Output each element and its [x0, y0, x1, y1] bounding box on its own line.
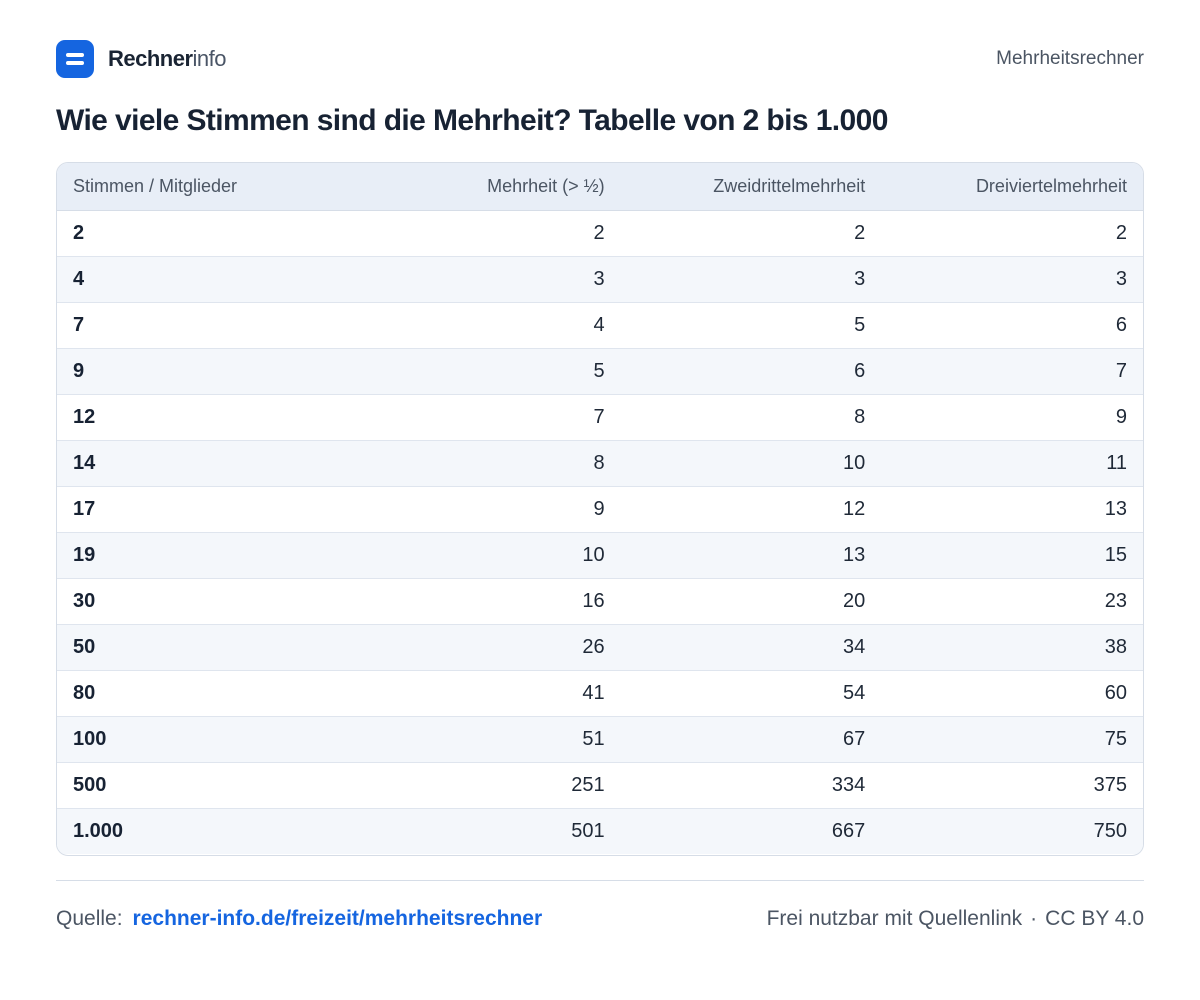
cell-majority: 41 — [352, 669, 621, 716]
cell-members: 19 — [57, 531, 353, 578]
cell-members: 500 — [57, 761, 353, 808]
cell-two-thirds: 8 — [620, 393, 882, 440]
footer-divider — [56, 880, 1144, 881]
cell-members: 17 — [57, 485, 353, 532]
cell-majority: 9 — [352, 485, 621, 532]
majority-table: Stimmen / Mitglieder Mehrheit (> ½) Zwei… — [56, 162, 1144, 856]
source-label: Quelle: — [56, 907, 123, 930]
cell-three-quarters: 11 — [881, 439, 1143, 486]
cell-two-thirds: 20 — [620, 577, 882, 624]
cell-three-quarters: 375 — [881, 761, 1143, 808]
column-header-three-quarters: Dreiviertelmehrheit — [881, 163, 1143, 211]
column-header-majority: Mehrheit (> ½) — [352, 163, 621, 211]
table-body: 2 2 2 2 4 3 3 3 7 4 5 6 9 5 6 7 12 7 8 9 14 8 10 11 17 9 12 13 19 10 1… — [57, 210, 1143, 854]
brand-name-strong: Rechner — [108, 46, 193, 71]
page-footer: Quelle: rechner-info.de/freizeit/mehrheit… — [56, 904, 1144, 934]
cell-two-thirds: 12 — [620, 485, 882, 532]
cell-members: 50 — [57, 623, 353, 670]
cell-majority: 3 — [352, 255, 621, 302]
table-row: 500 251 334 375 — [57, 761, 1143, 808]
cell-members: 9 — [57, 347, 353, 394]
cell-three-quarters: 75 — [881, 715, 1143, 762]
cell-two-thirds: 5 — [620, 301, 882, 348]
cell-three-quarters: 15 — [881, 531, 1143, 578]
cell-three-quarters: 60 — [881, 669, 1143, 716]
cell-two-thirds: 10 — [620, 439, 882, 486]
cell-members: 12 — [57, 393, 353, 440]
cell-two-thirds: 13 — [620, 531, 882, 578]
cell-majority: 2 — [593, 221, 605, 244]
cell-three-quarters: 23 — [881, 577, 1143, 624]
brand-logo[interactable]: Rechnerinfo — [56, 40, 227, 78]
page-title: Wie viele Stimmen sind die Mehrheit? Tab… — [56, 104, 888, 137]
cell-three-quarters: 9 — [881, 393, 1143, 440]
cell-two-thirds: 667 — [620, 807, 882, 854]
cell-three-quarters: 38 — [881, 623, 1143, 670]
table-row: 30 16 20 23 — [57, 577, 1143, 624]
license-info: Frei nutzbar mit Quellenlink · CC BY 4.0 — [767, 907, 1144, 931]
cell-majority: 501 — [352, 807, 621, 854]
cell-majority: 251 — [352, 761, 621, 808]
cell-two-thirds: 2 — [854, 221, 866, 244]
brand-name: Rechnerinfo — [108, 46, 227, 72]
source-link[interactable]: rechner-info.de/freizeit/mehrheitsrechne… — [132, 907, 543, 930]
brand-name-light: info — [192, 46, 227, 71]
table-row: 80 41 54 60 — [57, 669, 1143, 716]
cell-members: 100 — [57, 715, 353, 762]
cell-members: 2 — [73, 221, 85, 244]
table-row: 50 26 34 38 — [57, 623, 1143, 670]
source-line: Quelle: rechner-info.de/freizeit/mehrheit… — [56, 907, 542, 931]
cell-two-thirds: 67 — [620, 715, 882, 762]
cell-two-thirds: 3 — [620, 255, 882, 302]
cell-majority: 8 — [352, 439, 621, 486]
column-header-two-thirds: Zweidrittelmehrheit — [620, 163, 882, 211]
cell-majority: 10 — [352, 531, 621, 578]
logo-icon — [56, 40, 94, 78]
cell-two-thirds: 54 — [620, 669, 882, 716]
cell-members: 30 — [57, 577, 353, 624]
cell-majority: 51 — [352, 715, 621, 762]
page-header: Rechnerinfo Mehrheitsrechner — [56, 40, 1144, 78]
cell-members: 7 — [57, 301, 353, 348]
table-row: 2 2 2 2 — [57, 210, 1143, 256]
cell-two-thirds: 34 — [620, 623, 882, 670]
license-separator: · — [1030, 907, 1038, 930]
cell-majority: 5 — [352, 347, 621, 394]
license-text: Frei nutzbar mit Quellenlink — [766, 907, 1023, 930]
cell-members: 80 — [57, 669, 353, 716]
cell-two-thirds: 6 — [620, 347, 882, 394]
license-name: CC BY 4.0 — [1045, 907, 1144, 930]
cell-three-quarters: 13 — [881, 485, 1143, 532]
cell-three-quarters: 7 — [881, 347, 1143, 394]
cell-three-quarters: 6 — [881, 301, 1143, 348]
column-header-members: Stimmen / Mitglieder — [57, 163, 353, 211]
cell-members: 14 — [57, 439, 353, 486]
cell-majority: 7 — [352, 393, 621, 440]
table-row: 12 7 8 9 — [57, 393, 1143, 440]
cell-two-thirds: 334 — [620, 761, 882, 808]
table-row: 14 8 10 11 — [57, 439, 1143, 486]
cell-three-quarters: 3 — [881, 255, 1143, 302]
table-row: 19 10 13 15 — [57, 531, 1143, 578]
cell-majority: 26 — [352, 623, 621, 670]
table-header-row: Stimmen / Mitglieder Mehrheit (> ½) Zwei… — [57, 163, 1143, 211]
table-row: 100 51 67 75 — [57, 715, 1143, 762]
table-row: 1.000 501 667 750 — [57, 807, 1143, 854]
cell-members: 4 — [57, 255, 353, 302]
cell-three-quarters: 2 — [1115, 221, 1127, 244]
cell-majority: 4 — [352, 301, 621, 348]
cell-members: 1.000 — [57, 807, 353, 854]
cell-majority: 16 — [352, 577, 621, 624]
header-section-label: Mehrheitsrechner — [996, 48, 1144, 69]
table-row: 17 9 12 13 — [57, 485, 1143, 532]
cell-three-quarters: 750 — [881, 807, 1143, 854]
